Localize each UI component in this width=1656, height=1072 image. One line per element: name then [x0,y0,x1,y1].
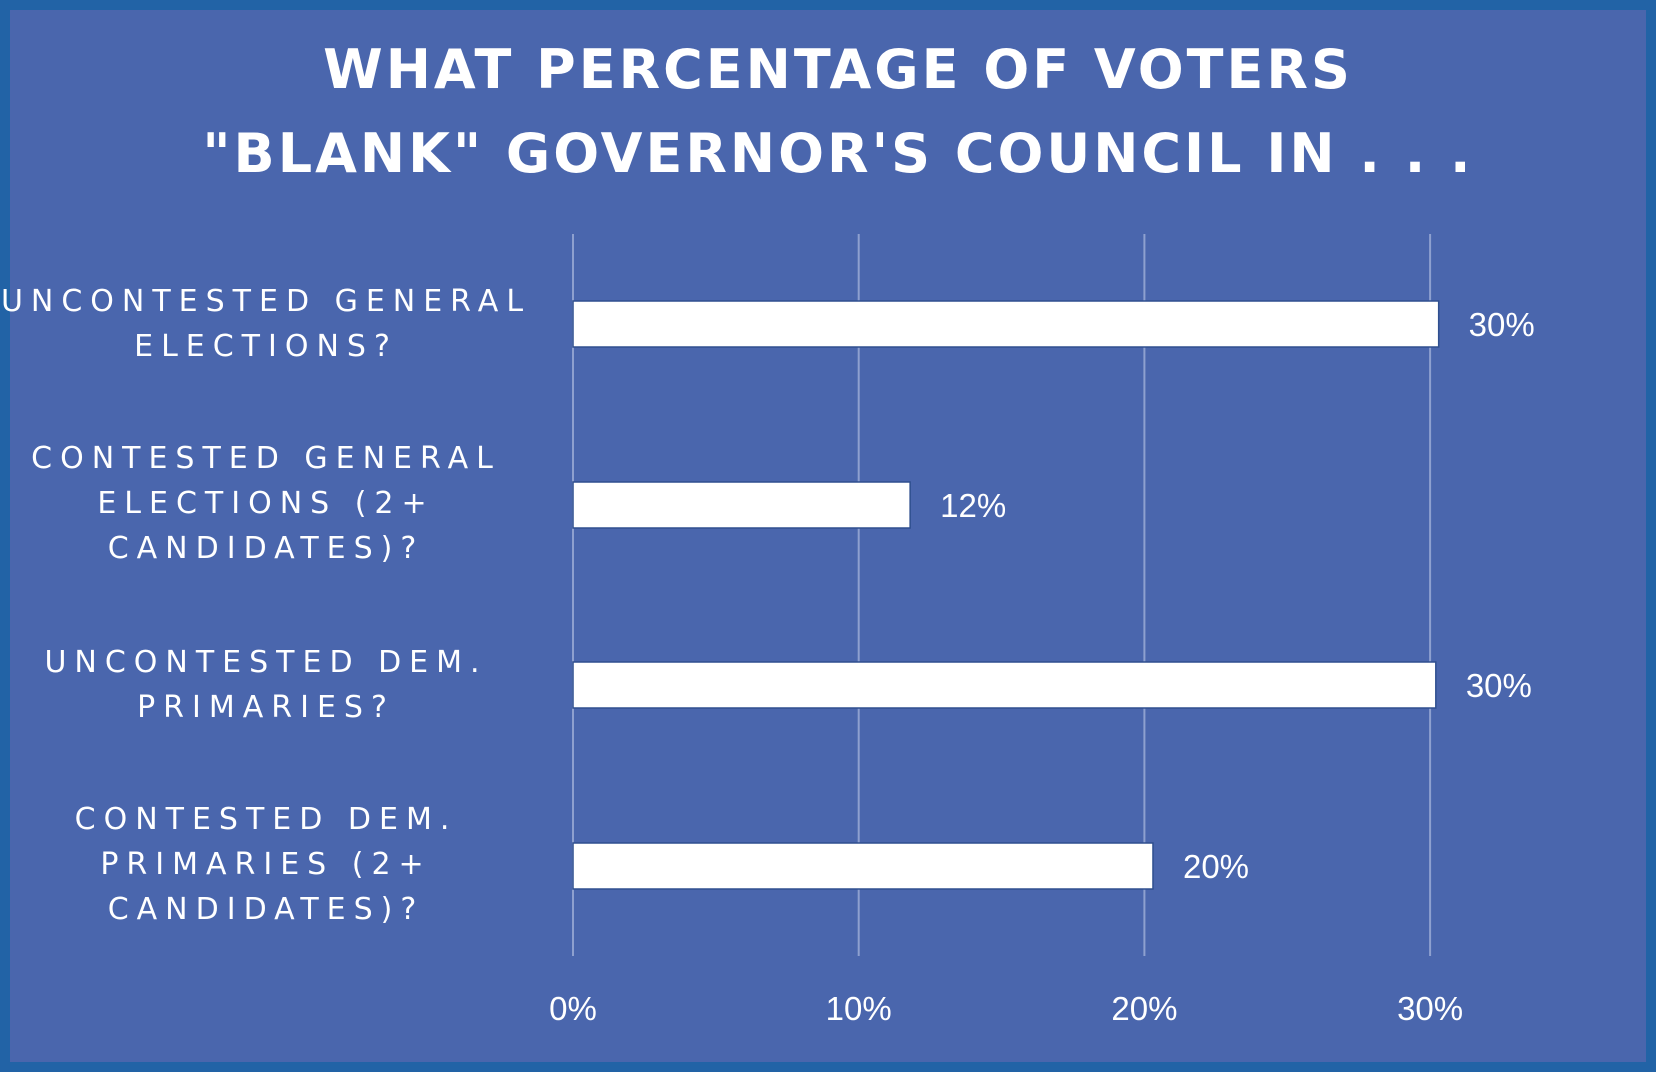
x-tick-label: 0% [549,990,597,1027]
data-label: 30% [1466,667,1532,704]
category-label-line: ELECTIONS? [134,329,398,364]
chart-title-line-2: "BLANK" GOVERNOR'S COUNCIL IN . . . [202,122,1474,185]
category-label-line: CANDIDATES)? [107,891,425,927]
bar [572,842,1154,890]
category-label-line: ELECTIONS (2+ [97,485,435,521]
bar [572,661,1437,709]
category-label-line: UNCONTESTED DEM. [44,645,488,680]
category-label: UNCONTESTED GENERAL ELECTIONS? [0,279,536,369]
category-label-line: CONTESTED DEM. [74,801,458,837]
category-label-line: UNCONTESTED GENERAL [0,284,532,319]
category-label: CONTESTED GENERAL ELECTIONS (2+ CANDIDATES… [0,436,536,571]
chart-title: WHAT PERCENTAGE OF VOTERS "BLANK" GOVERN… [10,28,1656,196]
bar [572,300,1440,348]
data-label: 20% [1183,848,1249,885]
category-label-line: PRIMARIES (2+ [100,846,432,882]
data-label: 12% [940,487,1006,524]
chart-title-line-1: WHAT PERCENTAGE OF VOTERS [323,38,1353,101]
x-tick-label: 30% [1397,990,1463,1027]
x-tick-label: 20% [1111,990,1177,1027]
category-label-line: PRIMARIES? [137,690,395,725]
category-label-line: CONTESTED GENERAL [31,440,501,476]
x-tick-label: 10% [826,990,892,1027]
category-label: CONTESTED DEM. PRIMARIES (2+ CANDIDATES)? [0,797,536,932]
bar [572,481,911,529]
category-label: UNCONTESTED DEM. PRIMARIES? [0,640,536,730]
data-label: 30% [1469,306,1535,343]
category-label-line: CANDIDATES)? [107,530,425,566]
